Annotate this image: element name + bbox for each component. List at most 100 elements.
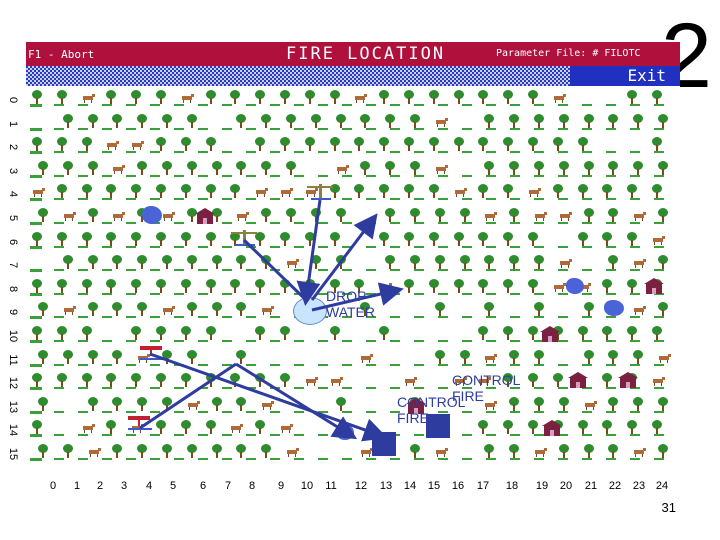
tree-icon: [552, 373, 563, 388]
exit-button[interactable]: Exit: [570, 66, 680, 86]
tree-icon: [503, 184, 514, 199]
grass-icon: [222, 269, 232, 272]
tree-icon: [608, 396, 619, 411]
tree-icon: [255, 326, 266, 340]
tree-icon: [503, 231, 514, 246]
grass-icon: [510, 174, 520, 177]
grass-icon: [366, 458, 376, 460]
grass-icon: [366, 316, 376, 319]
grass-icon: [54, 410, 64, 413]
airplane-icon: [231, 230, 257, 246]
grass-icon: [318, 245, 328, 248]
grass-icon: [414, 222, 424, 224]
tree-icon: [280, 231, 290, 246]
tree-icon: [106, 373, 117, 388]
grass-icon: [198, 340, 208, 342]
grass-icon: [654, 198, 664, 201]
grass-icon: [582, 340, 592, 342]
grass-icon: [30, 245, 40, 248]
grass-icon: [342, 127, 352, 130]
grass-icon: [102, 316, 112, 319]
tree-icon: [528, 326, 538, 340]
grass-icon: [198, 245, 208, 248]
grass-icon: [246, 127, 256, 130]
grass-icon: [606, 316, 616, 319]
grass-icon: [606, 127, 616, 130]
tree-icon: [379, 90, 390, 104]
tree-icon: [205, 278, 216, 293]
deer-icon: [484, 400, 498, 410]
grass-icon: [462, 363, 472, 366]
grass-icon: [558, 387, 568, 390]
grass-icon: [222, 174, 232, 177]
tree-icon: [112, 302, 123, 317]
grass-icon: [318, 363, 328, 366]
grass-icon: [30, 434, 40, 437]
x-axis-label: 10: [300, 480, 314, 492]
grass-icon: [222, 363, 232, 366]
tree-icon: [112, 396, 123, 411]
tree-icon: [81, 137, 92, 152]
grass-icon: [438, 340, 448, 342]
x-axis-label: 13: [379, 480, 393, 492]
deer-icon: [528, 188, 542, 198]
grass-icon: [270, 316, 280, 319]
grass-icon: [558, 292, 568, 295]
grass-icon: [78, 151, 88, 154]
deer-icon: [534, 448, 548, 457]
tree-icon: [534, 302, 544, 317]
grass-icon: [78, 458, 88, 460]
grass-icon: [414, 316, 424, 319]
tree-icon: [434, 208, 445, 222]
grass-icon: [558, 410, 568, 413]
tree-icon: [156, 278, 166, 293]
grass-icon: [654, 269, 664, 272]
deer-icon: [435, 117, 449, 127]
tree-icon: [410, 113, 420, 128]
grass-icon: [582, 104, 592, 106]
grass-icon: [222, 458, 232, 460]
menu-strip: [26, 66, 570, 86]
grass-icon: [414, 363, 424, 366]
tree-icon: [509, 255, 520, 270]
grass-icon: [198, 434, 208, 437]
grass-icon: [102, 245, 112, 248]
tree-icon: [236, 113, 247, 128]
tree-icon: [410, 255, 420, 270]
tree-icon: [528, 420, 538, 435]
grass-icon: [342, 222, 352, 224]
grass-icon: [654, 174, 664, 177]
grass-icon: [486, 410, 496, 413]
grass-icon: [150, 245, 160, 248]
grass-icon: [606, 292, 616, 295]
abort-button[interactable]: F1 - Abort: [28, 48, 95, 61]
grass-icon: [390, 363, 400, 366]
tree-icon: [236, 396, 247, 411]
tree-icon: [310, 113, 321, 128]
grass-icon: [342, 174, 352, 177]
grass-icon: [630, 174, 640, 177]
grass-icon: [174, 269, 184, 272]
house-icon: [195, 208, 215, 224]
grass-icon: [30, 198, 40, 201]
grass-icon: [54, 363, 64, 366]
tree-icon: [577, 184, 588, 199]
grass-icon: [462, 292, 472, 295]
grass-icon: [198, 104, 208, 106]
grass-icon: [78, 222, 88, 224]
tree-icon: [304, 231, 315, 246]
tree-icon: [137, 444, 148, 458]
grass-icon: [582, 127, 592, 130]
grass-icon: [462, 104, 472, 106]
grass-icon: [630, 387, 640, 390]
grass-icon: [558, 363, 568, 366]
grass-icon: [246, 340, 256, 342]
grass-icon: [102, 434, 112, 437]
grass-icon: [270, 340, 280, 342]
tree-icon: [280, 278, 290, 293]
grass-icon: [246, 387, 256, 390]
tree-icon: [255, 420, 266, 435]
deer-icon: [88, 448, 102, 457]
grass-icon: [102, 458, 112, 460]
grass-icon: [102, 151, 112, 154]
